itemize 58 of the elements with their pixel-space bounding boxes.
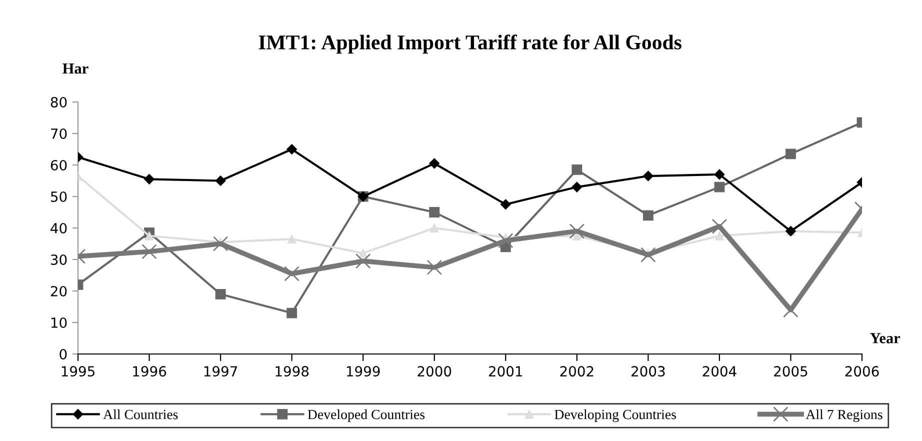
point xyxy=(640,247,656,262)
legend-label: Developed Countries xyxy=(308,409,425,422)
point xyxy=(714,231,724,240)
x-tick-label: 2001 xyxy=(488,366,522,377)
point xyxy=(429,158,440,169)
point xyxy=(286,308,298,318)
point xyxy=(142,244,157,260)
x-axis-title: Year xyxy=(870,333,900,344)
x-tick-label: 1997 xyxy=(204,366,238,377)
point xyxy=(569,224,585,239)
point xyxy=(215,288,226,300)
x-tick-label: 2004 xyxy=(702,366,736,377)
point xyxy=(642,170,654,182)
point xyxy=(572,164,582,175)
point xyxy=(498,232,514,248)
point xyxy=(783,302,798,318)
point xyxy=(215,175,226,186)
x-tick-label: 2005 xyxy=(774,366,808,377)
point xyxy=(572,182,582,192)
point xyxy=(284,266,300,282)
point xyxy=(144,174,155,184)
x-tick-label: 2003 xyxy=(632,366,665,377)
y-tick-label: 50 xyxy=(50,191,67,202)
point xyxy=(786,148,796,160)
point xyxy=(212,236,228,252)
point xyxy=(144,231,154,240)
point xyxy=(714,182,725,192)
point xyxy=(426,260,442,276)
point xyxy=(355,253,371,269)
y-tick-label: 20 xyxy=(50,286,67,296)
chart-title: IMT1: Applied Import Tariff rate for All Goods xyxy=(258,34,682,54)
x-tick-label: 2000 xyxy=(418,366,452,377)
x-tick-label: 1998 xyxy=(276,366,309,377)
x-tick-label: 1999 xyxy=(346,366,380,377)
x-tick-label: 2002 xyxy=(560,366,594,377)
x-tick-label: 2006 xyxy=(845,366,879,377)
y-tick-label: 60 xyxy=(50,160,67,170)
y-tick-label: 10 xyxy=(51,317,67,328)
point xyxy=(500,199,511,210)
x-tick-label: 1996 xyxy=(133,366,166,377)
point xyxy=(286,144,298,155)
x-tick-label: 1995 xyxy=(62,366,94,377)
point xyxy=(642,210,654,221)
y-tick-label: 0 xyxy=(60,348,67,360)
y-axis-title: Har xyxy=(62,64,88,74)
point xyxy=(287,234,296,244)
point xyxy=(712,218,728,234)
legend-label: Developing Countries xyxy=(554,409,676,422)
point xyxy=(714,169,725,180)
y-tick-label: 70 xyxy=(51,128,67,139)
point xyxy=(430,223,439,233)
point xyxy=(429,207,440,218)
point xyxy=(358,248,368,258)
legend-label: All Countries xyxy=(103,409,178,420)
legend-label: All 7 Regions xyxy=(806,409,882,422)
y-tick-label: 40 xyxy=(50,222,67,234)
y-tick-label: 80 xyxy=(50,96,67,108)
y-tick-label: 30 xyxy=(50,254,67,265)
